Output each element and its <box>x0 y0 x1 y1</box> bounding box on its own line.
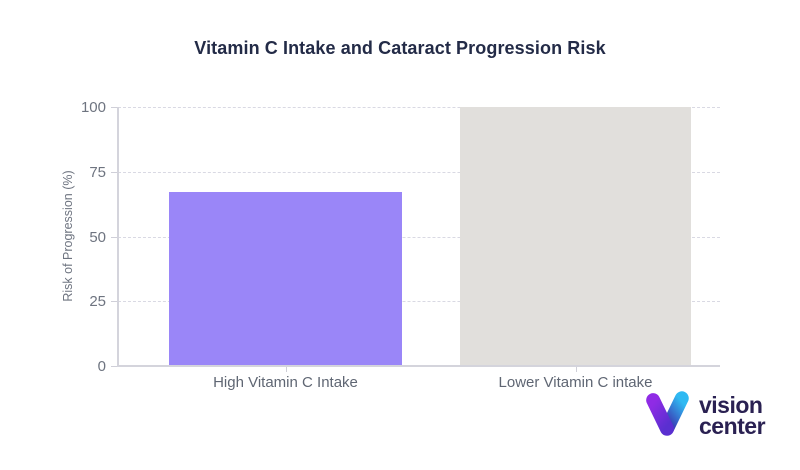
y-tick-mark-0 <box>111 366 117 367</box>
gridline-50 <box>118 236 720 238</box>
y-tick-label-0: 0 <box>97 358 106 375</box>
y-tick-mark-75 <box>111 171 117 173</box>
y-tick-mark-25 <box>111 301 117 303</box>
bar-0 <box>169 192 402 366</box>
vision-center-logo: vision center <box>638 389 766 439</box>
y-axis-line <box>117 107 119 366</box>
x-tick-label-0: High Vitamin C Intake <box>213 374 358 391</box>
bar-1 <box>460 107 691 366</box>
y-tick-mark-100 <box>111 107 117 108</box>
logo-word-center: center <box>699 413 766 439</box>
y-tick-label-75: 75 <box>89 163 106 181</box>
y-tick-label-100: 100 <box>80 99 106 116</box>
logo-text: vision center <box>699 392 766 439</box>
x-tick-mark-0 <box>285 367 287 372</box>
gridline-100 <box>118 107 720 108</box>
logo-word-vision: vision <box>699 392 763 418</box>
y-tick-label-25: 25 <box>89 293 106 311</box>
chart-title: Vitamin C Intake and Cataract Progressio… <box>194 38 606 58</box>
x-tick-label-1: Lower Vitamin C intake <box>498 374 653 391</box>
gridline-75 <box>118 171 720 173</box>
x-tick-mark-1 <box>575 367 577 372</box>
y-tick-mark-50 <box>111 236 117 238</box>
plot-area <box>117 107 720 367</box>
v-check-icon <box>646 391 689 436</box>
gridline-25 <box>118 301 720 303</box>
y-tick-label-50: 50 <box>89 228 106 246</box>
x-axis-line <box>117 365 720 367</box>
